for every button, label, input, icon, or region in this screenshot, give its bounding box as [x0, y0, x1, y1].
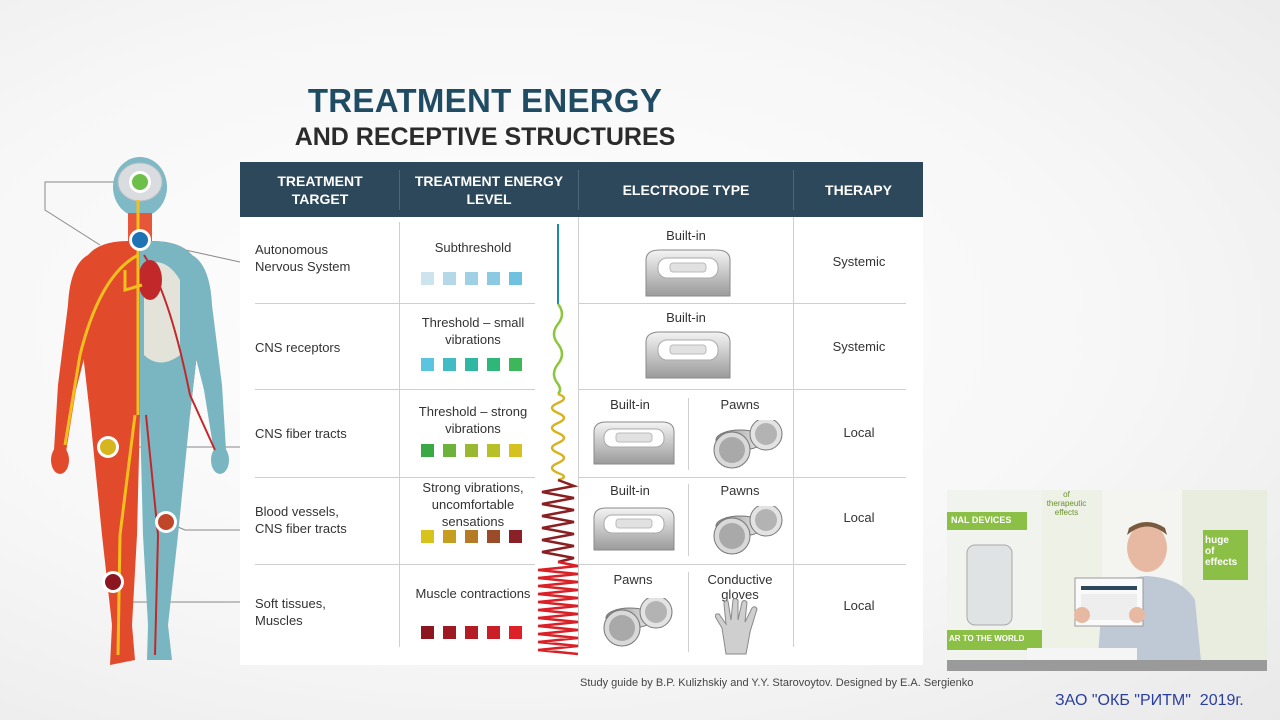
- presenter-video-overlay[interactable]: NAL DEVICES of therapeutic effects huge …: [947, 490, 1267, 671]
- video-therapeutic-text: of therapeutic effects: [1046, 490, 1087, 517]
- header-therapy: THERAPY: [825, 181, 892, 198]
- therapy-cell-2: Systemic: [832, 339, 886, 354]
- energy-squares-5: [421, 626, 522, 639]
- video-bottom-text: AR TO THE WORLD: [949, 634, 1025, 643]
- energy-square: [443, 272, 456, 285]
- page-subtitle: AND RECEPTIVE STRUCTURES: [294, 123, 676, 151]
- energy-square: [487, 530, 500, 543]
- energy-square: [465, 272, 478, 285]
- built-in-electrode-device: [590, 506, 678, 557]
- video-banner-text: NAL DEVICES: [951, 515, 1012, 525]
- electrode-label-4b: Pawns: [720, 483, 760, 498]
- target-cell-5: Soft tissues, Muscles: [255, 596, 326, 628]
- energy-cell-1: Subthreshold: [434, 240, 512, 255]
- energy-square: [421, 626, 434, 639]
- energy-square: [465, 530, 478, 543]
- energy-cell-3: Threshold – strong vibrations: [418, 404, 528, 436]
- built-in-electrode-device: [638, 330, 738, 385]
- therapy-cell-3: Local: [843, 425, 875, 440]
- header-energy-level: TREATMENT ENERGY LEVEL: [414, 172, 564, 207]
- energy-square: [443, 444, 456, 457]
- page-title: TREATMENT ENERGY: [307, 82, 663, 119]
- credit-text: Study guide by B.P. Kulizhskiy and Y.Y. …: [580, 677, 974, 689]
- energy-square: [421, 272, 434, 285]
- energy-cell-5: Muscle contractions: [415, 586, 531, 601]
- video-side-text: huge of effects: [1205, 535, 1238, 568]
- energy-wave-graphic: [537, 224, 579, 656]
- header-electrode-type: ELECTRODE TYPE: [622, 181, 750, 198]
- energy-square: [443, 626, 456, 639]
- therapy-cell-5: Local: [843, 598, 875, 613]
- electrode-label-4a: Built-in: [610, 483, 650, 498]
- target-cell-3: CNS fiber tracts: [255, 426, 347, 441]
- pawns-electrode-device: [600, 595, 676, 653]
- energy-square: [487, 444, 500, 457]
- target-cell-2: CNS receptors: [255, 340, 341, 355]
- target-cell-4: Blood vessels, CNS fiber tracts: [255, 504, 347, 536]
- energy-squares-1: [421, 272, 522, 285]
- electrode-label-1: Built-in: [666, 228, 706, 243]
- energy-squares-3: [421, 444, 522, 457]
- human-body-illustration: [44, 157, 240, 665]
- energy-square: [487, 358, 500, 371]
- energy-square: [509, 530, 522, 543]
- header-treatment-target: TREATMENT TARGET: [277, 172, 363, 207]
- table-header: TREATMENT TARGET TREATMENT ENERGY LEVEL …: [240, 162, 923, 217]
- electrode-label-3a: Built-in: [610, 397, 650, 412]
- target-cell-1: Autonomous Nervous System: [255, 242, 351, 274]
- electrode-label-2: Built-in: [666, 310, 706, 325]
- energy-cell-4: Strong vibrations, uncomfortable sensati…: [422, 480, 524, 529]
- energy-square: [421, 444, 434, 457]
- energy-square: [421, 530, 434, 543]
- energy-square: [465, 626, 478, 639]
- energy-square: [509, 444, 522, 457]
- pawns-electrode-device: [710, 503, 786, 561]
- energy-cell-2: Threshold – small vibrations: [421, 315, 525, 347]
- energy-square: [465, 444, 478, 457]
- company-watermark: ЗАО "ОКБ "РИТМ" 2019г.: [1055, 692, 1244, 709]
- electrode-label-5a: Pawns: [613, 572, 653, 587]
- energy-square: [509, 272, 522, 285]
- therapy-cell-1: Systemic: [832, 254, 886, 269]
- built-in-electrode-device: [590, 420, 678, 471]
- energy-square: [443, 358, 456, 371]
- energy-table: TREATMENT TARGET TREATMENT ENERGY LEVEL …: [240, 162, 923, 665]
- electrode-label-5b: Conductive gloves: [707, 572, 773, 602]
- energy-square: [509, 626, 522, 639]
- electrode-label-3b: Pawns: [720, 397, 760, 412]
- energy-square: [487, 626, 500, 639]
- energy-square: [421, 358, 434, 371]
- energy-squares-2: [421, 358, 522, 371]
- energy-square: [487, 272, 500, 285]
- energy-square: [465, 358, 478, 371]
- energy-square: [443, 530, 456, 543]
- energy-squares-4: [421, 530, 522, 543]
- therapy-cell-4: Local: [843, 510, 875, 525]
- pawns-electrode-device: [710, 417, 786, 475]
- energy-square: [509, 358, 522, 371]
- built-in-electrode-device: [638, 248, 738, 303]
- conductive-glove-icon: [712, 598, 768, 661]
